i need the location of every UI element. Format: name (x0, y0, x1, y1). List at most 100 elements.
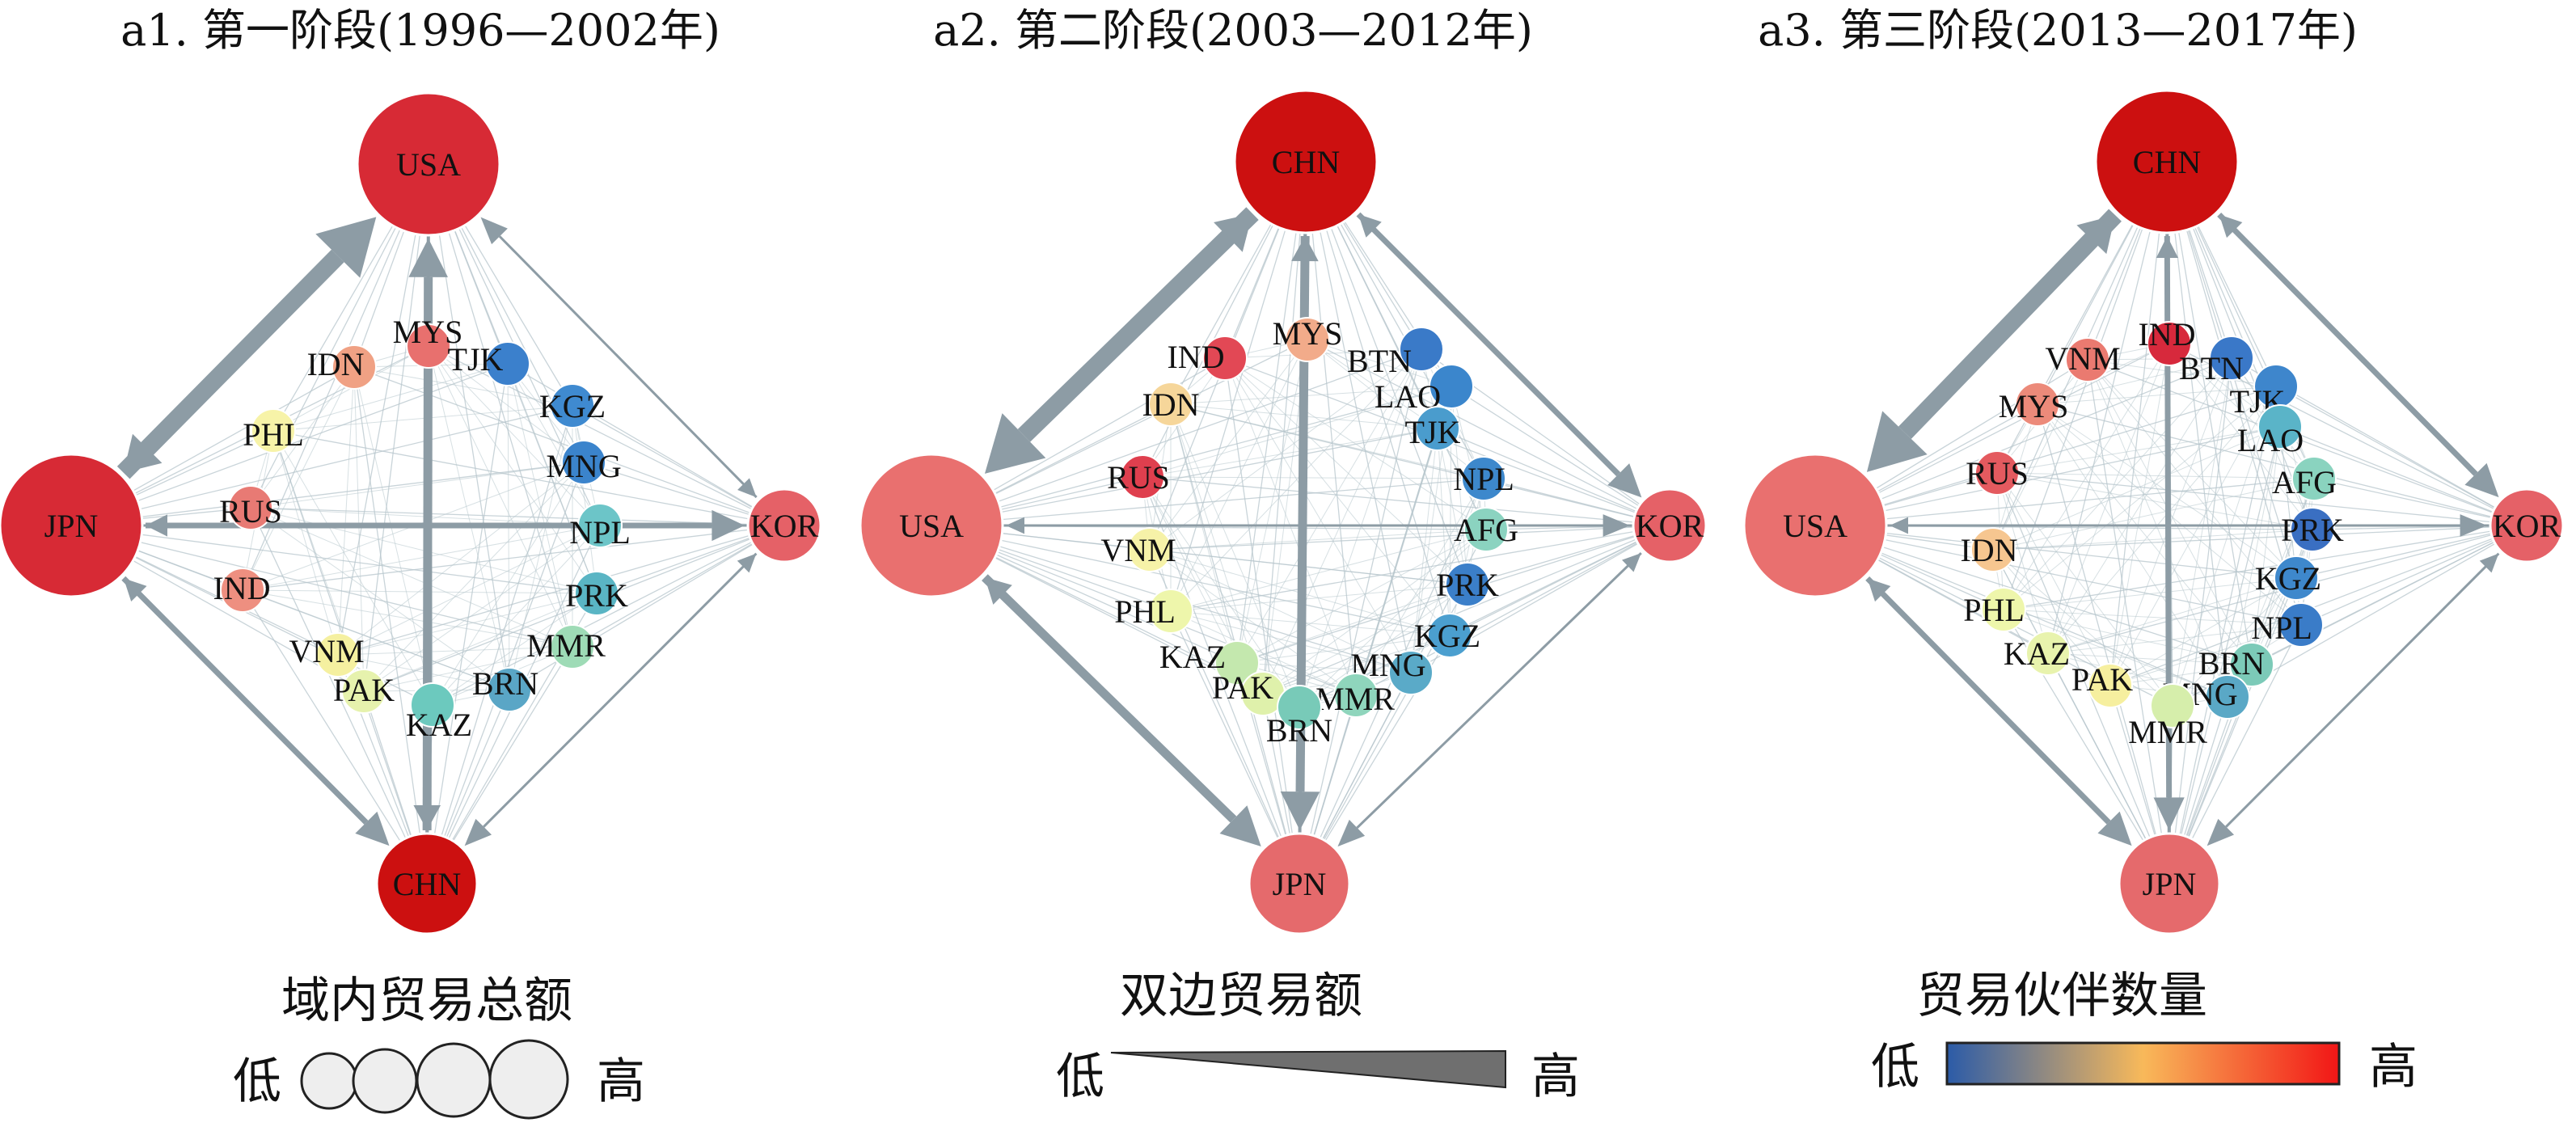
trade-edge (2037, 386, 2277, 405)
arrow-head (123, 578, 147, 602)
country-node: PHL (243, 408, 304, 454)
node-label: USA (1783, 508, 1848, 544)
weighted-arrow (1898, 209, 2122, 439)
arrow-head (355, 811, 390, 846)
trade-edge (337, 163, 429, 656)
hub-node: KOR (2489, 488, 2565, 564)
trade-edge (2047, 386, 2277, 654)
trade-edge (2087, 359, 2527, 526)
node-circle (1415, 406, 1460, 451)
node-circle (2290, 507, 2335, 552)
node-label: PRK (2281, 512, 2344, 548)
node-label: TJK (1405, 414, 1461, 450)
weight-legend: 双边贸易额 低 高 (1056, 968, 1580, 1105)
node-label: PRK (1436, 567, 1499, 603)
country-node: IDN (1960, 527, 2018, 572)
country-node: MNG (546, 440, 622, 485)
trade-edge (2047, 161, 2168, 654)
node-circle (406, 323, 451, 369)
country-node: BTN (2179, 336, 2254, 386)
trade-edge (250, 507, 510, 690)
country-node: MYS (393, 314, 463, 369)
node-circle (1214, 640, 1260, 686)
trade-edge (572, 525, 785, 648)
trade-edge (70, 525, 598, 594)
node-label: KAZ (1159, 639, 1226, 675)
panel-3-title: a3. 第三阶段(2013—2017年) (1758, 5, 2358, 56)
node-circle (410, 682, 455, 728)
trade-edge (1236, 339, 1308, 664)
trade-edge (931, 348, 1422, 526)
size-legend-high: 高 (597, 1053, 645, 1110)
arrow-head (1890, 517, 1908, 534)
trade-edge (337, 462, 585, 656)
trade-edge (1142, 476, 1670, 526)
trade-edge (2300, 525, 2527, 626)
trade-edge (572, 405, 785, 526)
trade-edge (363, 525, 601, 692)
node-label: MYS (393, 314, 463, 350)
node-label: KGZ (2255, 560, 2321, 597)
trade-edge (507, 363, 573, 648)
node-label: KOR (2493, 508, 2561, 544)
node-label: IND (2138, 316, 2195, 352)
country-node: VNM (289, 632, 365, 677)
node-label: CHN (2133, 144, 2201, 180)
trade-edge (363, 525, 785, 692)
trade-edge (1149, 339, 1308, 551)
color-legend: 贸易伙伴数量 低 高 (1871, 968, 2418, 1095)
trade-edge (426, 405, 573, 884)
weighted-arrow (1356, 551, 1642, 829)
country-node: MYS (1999, 382, 2069, 427)
node-label: TJK (448, 341, 504, 378)
trade-edge (1170, 529, 1487, 612)
trade-edge (931, 525, 1357, 696)
trade-edge (70, 525, 573, 648)
node-circle (1285, 317, 1330, 362)
hub-node: USA (859, 453, 1004, 598)
trade-edge (2003, 386, 2277, 610)
trade-edge (2003, 609, 2302, 626)
trade-edge (1814, 478, 2315, 526)
arrow-head (737, 478, 757, 498)
node-circle (1742, 453, 1888, 598)
node-circle (1463, 507, 1509, 552)
node-circle (1427, 613, 1472, 658)
trade-edge (2109, 161, 2168, 686)
node-circle (1233, 89, 1379, 234)
node-label: MMR (2128, 714, 2207, 750)
trade-edge (2109, 343, 2170, 686)
trade-edge (1305, 161, 1357, 696)
trade-edge (1236, 635, 1451, 664)
node-label: LAO (2237, 422, 2304, 458)
trade-edge (2037, 403, 2228, 698)
node-label: KOR (750, 508, 819, 544)
trade-edge (337, 593, 598, 656)
node-label: PHL (243, 416, 304, 453)
node-circle (746, 488, 822, 564)
node-label: BTN (2179, 350, 2244, 386)
node-label: RUS (1107, 459, 1170, 496)
trade-edge (2037, 357, 2232, 405)
node-label: MYS (1999, 388, 2069, 424)
trade-edge (1170, 386, 1452, 405)
country-node: LAO (2237, 404, 2304, 458)
trade-edge (2003, 525, 2527, 610)
arrow-head (1006, 517, 1024, 534)
trade-edge (1996, 472, 2527, 526)
node-circle (375, 832, 479, 935)
trade-edge (2047, 577, 2297, 654)
trade-edge (353, 366, 428, 884)
trade-edge (1170, 610, 1451, 636)
trade-edge (1992, 525, 2527, 551)
country-node: MNG (1350, 647, 1434, 695)
country-node: PAK (2071, 661, 2133, 708)
trade-edge (337, 525, 601, 656)
trade-edge (363, 163, 429, 692)
trade-edge (1996, 472, 2111, 686)
trade-edge (428, 345, 598, 594)
node-label: NPL (1453, 461, 1514, 497)
trade-edge (70, 525, 510, 690)
